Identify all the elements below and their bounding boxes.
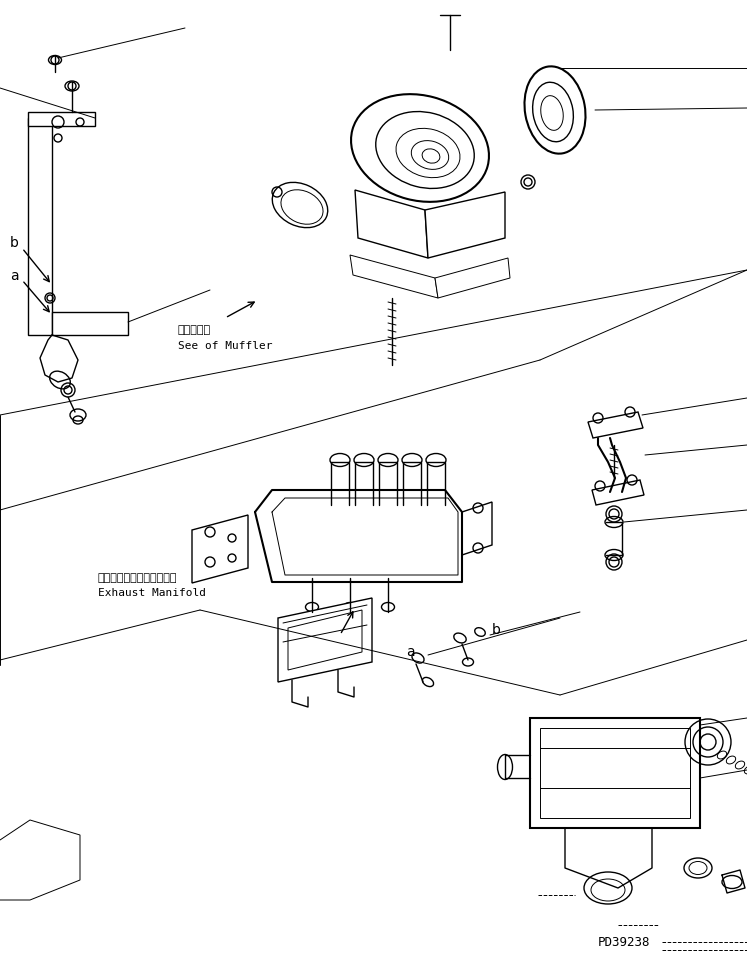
Polygon shape [28,118,52,335]
Polygon shape [462,502,492,555]
Text: b: b [10,236,19,250]
Polygon shape [350,255,438,298]
Polygon shape [28,112,95,126]
Polygon shape [435,258,510,298]
Text: エキゾーストマニホールド: エキゾーストマニホールド [98,573,178,583]
Polygon shape [52,312,128,335]
Polygon shape [592,480,644,505]
Text: See of Muffler: See of Muffler [178,341,273,351]
Text: Exhaust Manifold: Exhaust Manifold [98,588,206,598]
Polygon shape [278,598,372,682]
Polygon shape [588,412,643,438]
Text: a: a [10,269,19,283]
Polygon shape [530,718,700,828]
Text: a: a [406,645,415,659]
Polygon shape [355,190,428,258]
Text: b: b [492,623,501,637]
Polygon shape [192,515,248,583]
Text: マフラ参照: マフラ参照 [178,325,211,335]
Polygon shape [288,610,362,670]
Polygon shape [425,192,505,258]
Text: PD39238: PD39238 [598,936,651,948]
Polygon shape [540,728,690,818]
